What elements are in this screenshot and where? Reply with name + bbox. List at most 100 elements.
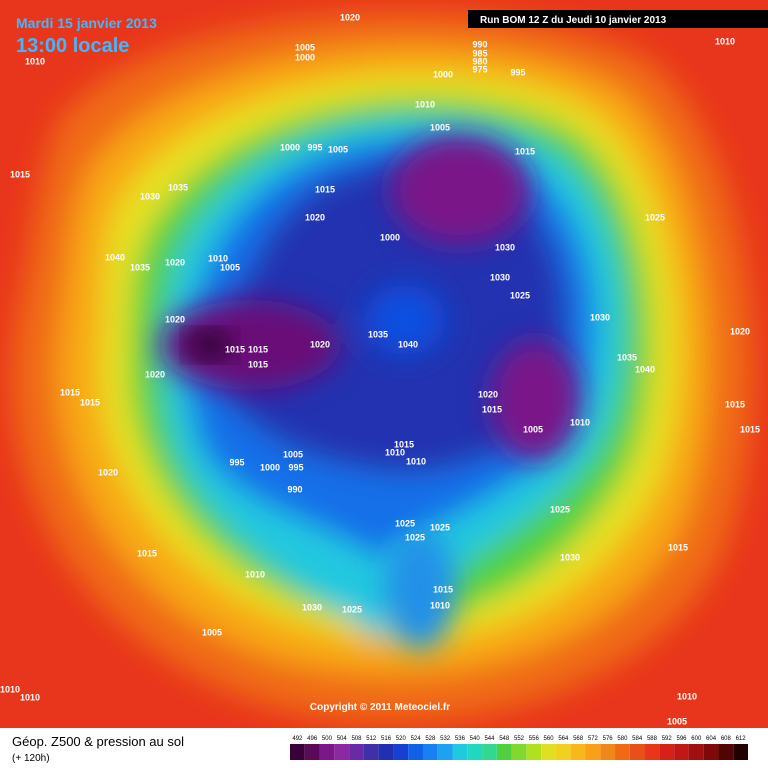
scale-label: 572 (588, 736, 599, 742)
scale-label: 608 (721, 736, 732, 742)
pressure-label: 1025 (405, 532, 425, 542)
color-swatch (304, 744, 320, 760)
pressure-label: 1010 (25, 56, 45, 66)
run-label: Run BOM 12 Z du Jeudi 10 janvier 2013 (480, 15, 667, 26)
color-swatch (526, 744, 542, 760)
color-swatch (703, 744, 719, 760)
scale-label: 516 (381, 736, 392, 742)
scale-label: 564 (558, 736, 569, 742)
pressure-label: 1010 (0, 684, 20, 694)
color-swatch (496, 744, 512, 760)
pressure-label: 1015 (10, 169, 30, 179)
pressure-label: 1020 (730, 326, 750, 336)
pressure-label: 990 (472, 39, 487, 49)
color-swatch (555, 744, 571, 760)
scale-label: 536 (455, 736, 466, 742)
scale-label: 544 (484, 736, 495, 742)
color-swatch (467, 744, 483, 760)
pressure-label: 1025 (550, 504, 570, 514)
pressure-label: 1015 (394, 439, 414, 449)
scale-label: 548 (499, 736, 510, 742)
scale-label: 496 (307, 736, 318, 742)
pressure-label: 1020 (145, 369, 165, 379)
scale-label: 584 (632, 736, 643, 742)
color-swatch (541, 744, 556, 760)
pressure-label: 1030 (490, 272, 510, 282)
pressure-label: 1015 (433, 584, 453, 594)
pressure-label: 995 (288, 462, 303, 472)
color-swatch (452, 744, 468, 760)
scale-label: 540 (470, 736, 481, 742)
pressure-label: 990 (287, 484, 302, 494)
scale-label: 592 (662, 736, 673, 742)
pressure-label: 1015 (60, 387, 80, 397)
pressure-label: 1035 (617, 352, 637, 362)
pressure-label: 1010 (415, 99, 435, 109)
pressure-label: 1025 (395, 518, 415, 528)
pressure-label: 1010 (245, 569, 265, 579)
color-swatch (422, 744, 438, 760)
color-swatch (585, 744, 601, 760)
pressure-label: 1015 (668, 542, 688, 552)
scale-label: 568 (573, 736, 584, 742)
color-swatch (334, 744, 350, 760)
pressure-label: 1030 (140, 191, 160, 201)
pressure-label: 1025 (645, 212, 665, 222)
pressure-label: 1015 (225, 344, 245, 354)
pressure-label: 1005 (667, 716, 687, 726)
pressure-label: 1005 (328, 144, 348, 154)
color-swatch (674, 744, 689, 760)
scale-label: 596 (677, 736, 688, 742)
pressure-label: 1005 (283, 449, 303, 459)
pressure-label: 1015 (137, 548, 157, 558)
legend-title: Géop. Z500 & pression au sol (12, 734, 184, 749)
pressure-label: 1040 (105, 252, 125, 262)
pressure-label: 1015 (725, 399, 745, 409)
scale-label: 528 (425, 736, 436, 742)
color-swatch (393, 744, 409, 760)
pressure-label: 1035 (368, 329, 388, 339)
pressure-label: 995 (510, 67, 525, 77)
pressure-label: 1005 (430, 122, 450, 132)
pressure-label: 1010 (20, 692, 40, 702)
pressure-label: 975 (472, 64, 487, 74)
pressure-label: 1015 (248, 344, 268, 354)
color-swatch (570, 744, 586, 760)
color-swatch (733, 744, 748, 760)
field (0, 0, 768, 728)
pressure-label: 1020 (478, 389, 498, 399)
scale-label: 552 (514, 736, 525, 742)
pressure-label: 1010 (715, 36, 735, 46)
scale-label: 576 (603, 736, 614, 742)
pressure-label: 1010 (208, 253, 228, 263)
pressure-label: 1005 (220, 262, 240, 272)
date-label: Mardi 15 janvier 2013 (16, 15, 157, 31)
pressure-label: 1000 (433, 69, 453, 79)
scale-label: 500 (322, 736, 333, 742)
pressure-label: 1020 (98, 467, 118, 477)
pressure-label: 1010 (677, 691, 697, 701)
color-swatch (600, 744, 616, 760)
pressure-label: 1015 (80, 397, 100, 407)
color-swatch (482, 744, 497, 760)
pressure-label: 1010 (570, 417, 590, 427)
color-swatch (349, 744, 364, 760)
pressure-label: 1035 (130, 262, 150, 272)
pressure-label: 1020 (165, 314, 185, 324)
pressure-label: 1020 (310, 339, 330, 349)
pressure-label: 1040 (398, 339, 418, 349)
pressure-label: 995 (307, 142, 322, 152)
color-swatch (319, 744, 335, 760)
pressure-label: 1000 (260, 462, 280, 472)
pressure-label: 1010 (430, 600, 450, 610)
scale-label: 532 (440, 736, 451, 742)
color-swatch (629, 744, 645, 760)
pressure-label: 1030 (302, 602, 322, 612)
color-swatch (644, 744, 660, 760)
legend-subtitle: (+ 120h) (12, 753, 50, 764)
pressure-label: 1010 (385, 447, 405, 457)
pressure-label: 1000 (295, 52, 315, 62)
scale-label: 600 (691, 736, 702, 742)
